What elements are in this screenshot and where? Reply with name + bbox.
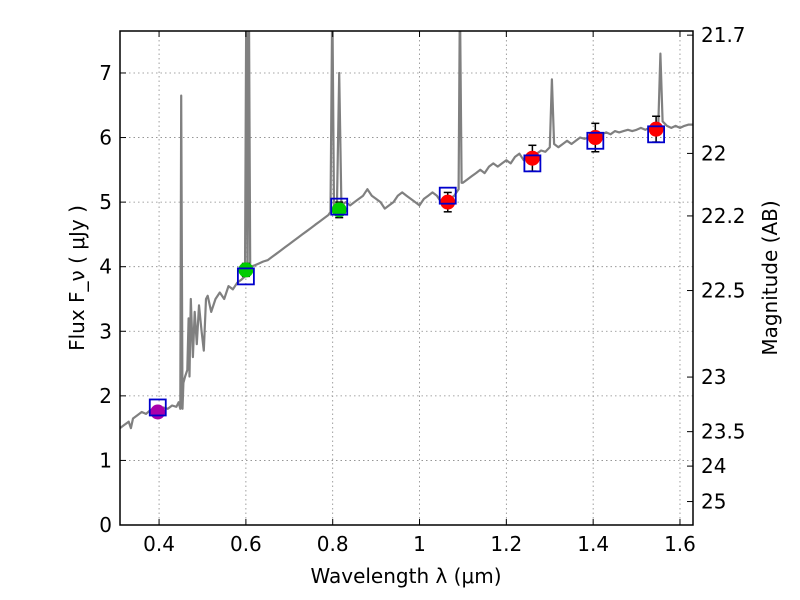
mag-tick-label: 25 — [701, 490, 726, 514]
mag-tick-label: 22 — [701, 141, 726, 165]
y-tick-label: 1 — [99, 448, 112, 472]
y-tick-label: 7 — [99, 61, 112, 85]
x-tick-label: 0.8 — [317, 532, 349, 556]
x-tick-label: 0.4 — [143, 532, 175, 556]
model-box — [523, 154, 542, 173]
axis-ticks: 0.4 0.6 0.8 1 1.2 1.4 1.60123456721.72222.222.… — [99, 23, 745, 556]
model-box — [586, 131, 605, 150]
y-tick-label: 3 — [99, 319, 112, 343]
photometry-point — [587, 130, 603, 146]
photometry-layer — [148, 115, 666, 420]
x-tick-label: 1.2 — [490, 532, 522, 556]
mag-tick-label: 23.5 — [701, 420, 746, 444]
x-tick-label: 1.6 — [664, 532, 696, 556]
photometry-point — [150, 404, 166, 420]
model-box — [438, 186, 457, 205]
photometry-point — [238, 262, 254, 278]
photometry-point — [331, 202, 347, 218]
y-tick-label: 5 — [99, 190, 112, 214]
plot-frame — [119, 30, 694, 526]
model-box — [148, 398, 167, 417]
photometry-point — [524, 150, 540, 166]
x-tick-label: 0.6 — [230, 532, 262, 556]
spectrum-line — [120, 31, 693, 430]
x-tick-label: 1.4 — [577, 532, 609, 556]
y-tick-label: 6 — [99, 126, 112, 150]
x-axis-title: Wavelength λ (μm) — [310, 564, 501, 588]
spectrum-layer — [120, 31, 693, 430]
x-tick-label: 1 — [413, 532, 426, 556]
model-box — [236, 267, 255, 286]
y-axis-right-title: Magnitude (AB) — [758, 200, 782, 355]
photometry-point — [648, 121, 664, 137]
mag-tick-label: 21.7 — [701, 23, 746, 47]
mag-tick-label: 22.2 — [701, 204, 746, 228]
y-axis-title: Flux F_ν ( μJy ) — [65, 205, 89, 351]
mag-tick-label: 23 — [701, 365, 726, 389]
y-tick-label: 2 — [99, 384, 112, 408]
photometry-point — [440, 194, 456, 210]
mag-tick-label: 22.5 — [701, 279, 746, 303]
y-tick-label: 0 — [99, 513, 112, 537]
y-tick-label: 4 — [99, 255, 112, 279]
mag-tick-label: 24 — [701, 454, 726, 478]
model-box — [647, 125, 666, 144]
model-box — [330, 197, 349, 216]
